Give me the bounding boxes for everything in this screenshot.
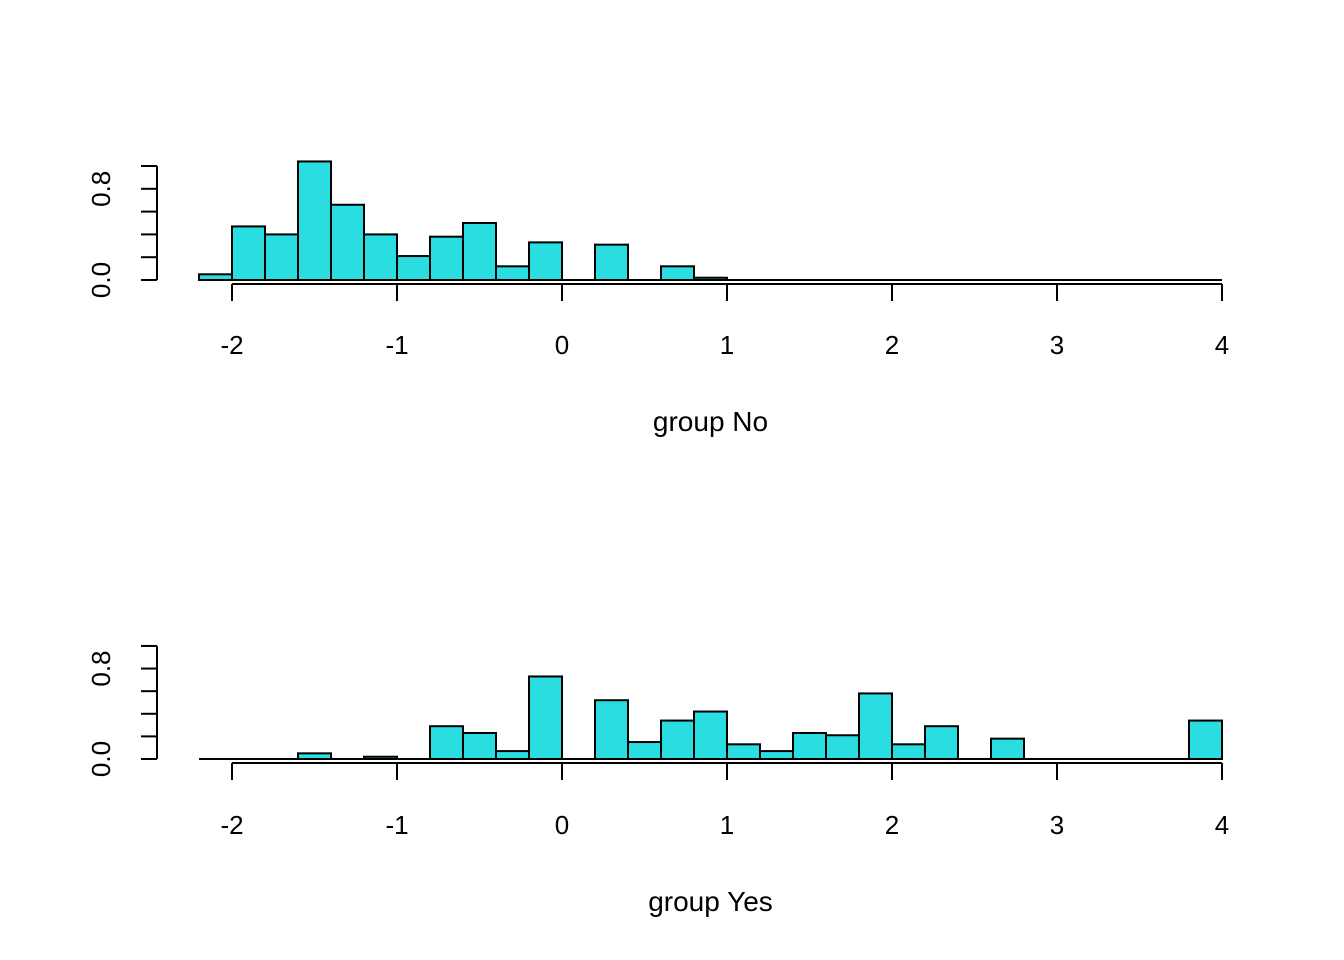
histogram-bar [693, 710, 728, 760]
x-tick-label: 1 [720, 810, 734, 840]
histogram-bar [594, 243, 629, 282]
histogram-bar [627, 741, 662, 760]
histogram-bar [528, 675, 563, 761]
histogram-bar [660, 265, 695, 282]
histogram-bar [759, 750, 794, 760]
histogram-bar [528, 241, 563, 282]
histogram-bar [429, 235, 464, 281]
x-axis-title: group No [653, 406, 768, 437]
histogram-bar [891, 743, 926, 761]
histogram-bar [693, 276, 728, 282]
histogram-bar [825, 734, 860, 761]
x-tick-label: 1 [720, 330, 734, 360]
histogram-bar [792, 731, 827, 760]
histogram-bar [495, 265, 530, 282]
histogram-bar [726, 743, 761, 761]
histogram-bar [198, 273, 233, 281]
histogram-bar [297, 160, 332, 281]
y-tick-label: 0.0 [86, 741, 116, 777]
x-tick-label: 3 [1050, 810, 1064, 840]
histogram-bar [594, 699, 629, 760]
x-tick-label: 0 [555, 330, 569, 360]
histogram-bar [924, 725, 959, 761]
x-tick-label: 4 [1215, 810, 1229, 840]
histogram-bar [990, 737, 1025, 761]
x-axis-title: group Yes [648, 886, 773, 917]
histogram-bar [264, 233, 299, 281]
x-tick-label: -2 [220, 330, 243, 360]
y-tick-label: 0.8 [86, 171, 116, 207]
x-tick-label: 2 [885, 330, 899, 360]
x-tick-label: 2 [885, 810, 899, 840]
x-tick-label: 3 [1050, 330, 1064, 360]
histogram-bar [363, 755, 398, 761]
histogram-bar [462, 731, 497, 760]
histogram-bar [495, 750, 530, 760]
histogram-bar [297, 752, 332, 760]
x-tick-label: 0 [555, 810, 569, 840]
y-tick-label: 0.0 [86, 262, 116, 298]
x-tick-label: -1 [385, 810, 408, 840]
histogram-bar [396, 255, 431, 281]
x-tick-label: -1 [385, 330, 408, 360]
y-tick-label: 0.8 [86, 650, 116, 686]
histogram-panel-group-yes: -2 -1 0 1 2 3 4 0.0 0.8 group Yes [86, 644, 1229, 917]
histogram-bar [363, 233, 398, 281]
histogram-panel-group-no: -2 -1 0 1 2 3 4 0.0 0.8 group No [86, 160, 1229, 437]
histogram-bar [462, 222, 497, 281]
histogram-bar [858, 692, 893, 761]
histogram-bar [330, 203, 365, 281]
histogram-bar [429, 725, 464, 761]
x-tick-label: 4 [1215, 330, 1229, 360]
histogram-bar [231, 225, 266, 281]
histogram-bar [660, 719, 695, 760]
x-tick-label: -2 [220, 810, 243, 840]
histogram-bar [1188, 719, 1223, 760]
